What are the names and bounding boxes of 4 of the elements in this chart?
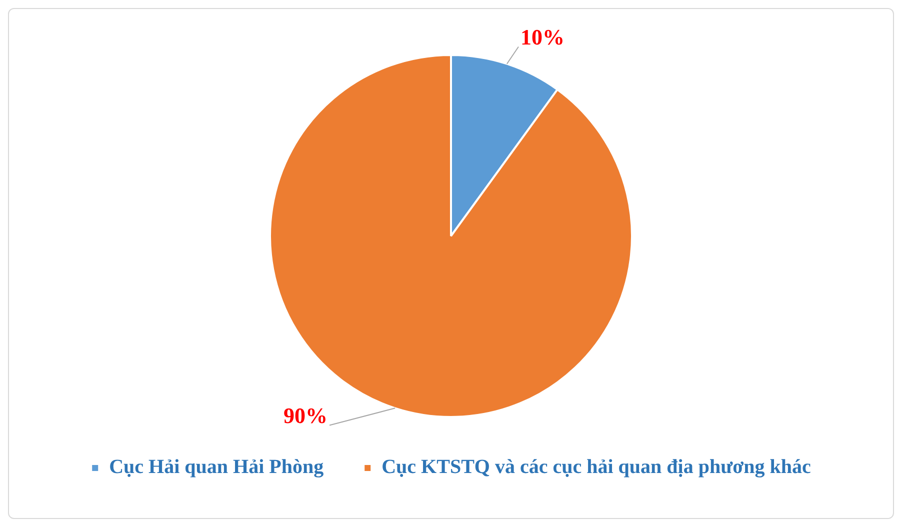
legend-label: Cục Hải quan Hải Phòng bbox=[109, 456, 324, 478]
data-label: 90% bbox=[284, 402, 328, 428]
data-label: 10% bbox=[520, 24, 564, 50]
legend-label: Cục KTSTQ và các cục hải quan địa phương khác bbox=[382, 456, 812, 478]
